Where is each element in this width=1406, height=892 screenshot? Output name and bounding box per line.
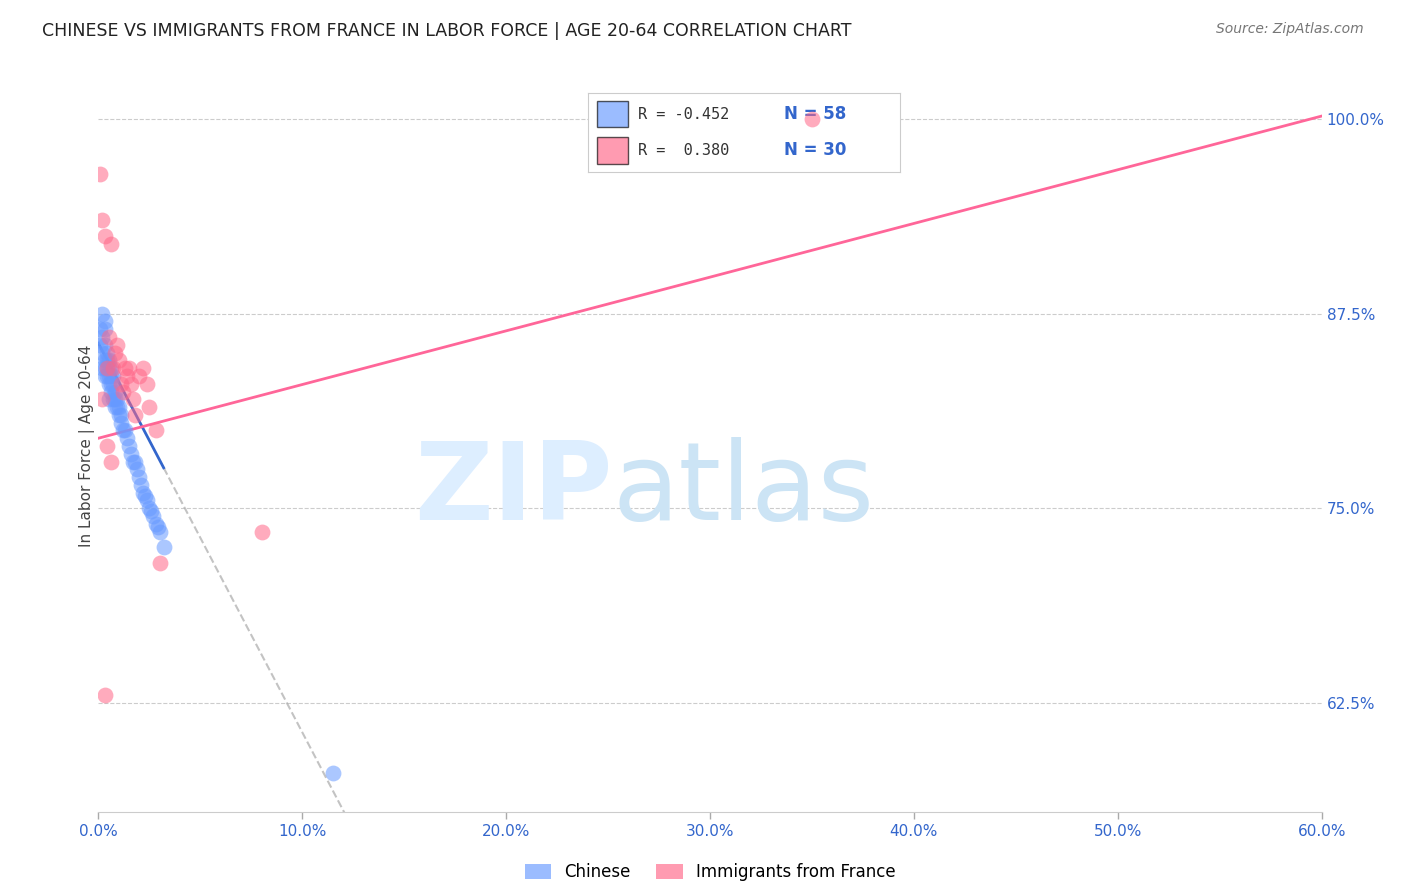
- Point: [97, 353, 120, 368]
- Point: [127, 462, 149, 476]
- Point: [93, 314, 115, 328]
- Point: [136, 376, 159, 391]
- Point: [801, 112, 824, 127]
- Point: [97, 368, 120, 383]
- Point: [114, 424, 136, 438]
- Y-axis label: In Labor Force | Age 20-64: In Labor Force | Age 20-64: [79, 345, 96, 547]
- Point: [110, 408, 132, 422]
- Point: [101, 392, 124, 407]
- Point: [128, 470, 150, 484]
- Point: [149, 556, 172, 570]
- Point: [91, 345, 114, 359]
- Point: [100, 384, 122, 399]
- Point: [110, 376, 132, 391]
- Point: [138, 400, 160, 414]
- Point: [134, 489, 156, 503]
- Point: [108, 353, 131, 368]
- Point: [146, 520, 169, 534]
- Point: [322, 765, 344, 780]
- Point: [101, 361, 124, 376]
- Point: [110, 416, 132, 430]
- Point: [89, 338, 111, 352]
- Point: [97, 361, 120, 376]
- Point: [142, 509, 165, 524]
- Point: [145, 516, 167, 531]
- Point: [96, 361, 118, 376]
- Point: [105, 392, 128, 407]
- Point: [97, 376, 120, 391]
- Point: [91, 392, 114, 407]
- Point: [96, 345, 118, 359]
- Point: [91, 330, 114, 344]
- Point: [118, 439, 141, 453]
- Point: [91, 307, 114, 321]
- Point: [120, 376, 142, 391]
- Point: [104, 345, 127, 359]
- Point: [114, 361, 136, 376]
- Text: CHINESE VS IMMIGRANTS FROM FRANCE IN LABOR FORCE | AGE 20-64 CORRELATION CHART: CHINESE VS IMMIGRANTS FROM FRANCE IN LAB…: [42, 22, 852, 40]
- Text: Source: ZipAtlas.com: Source: ZipAtlas.com: [1216, 22, 1364, 37]
- Point: [136, 493, 159, 508]
- Text: atlas: atlas: [612, 437, 875, 543]
- Point: [101, 368, 124, 383]
- Point: [100, 454, 122, 468]
- Point: [97, 330, 120, 344]
- Point: [128, 368, 150, 383]
- Point: [145, 424, 167, 438]
- Point: [149, 524, 172, 539]
- Point: [93, 361, 115, 376]
- Point: [93, 228, 115, 243]
- Point: [96, 439, 118, 453]
- Point: [115, 431, 138, 445]
- Legend: Chinese, Immigrants from France: Chinese, Immigrants from France: [517, 856, 903, 888]
- Point: [132, 485, 155, 500]
- Point: [108, 408, 131, 422]
- Point: [108, 400, 131, 414]
- Point: [100, 368, 122, 383]
- Point: [122, 454, 145, 468]
- Point: [89, 322, 111, 336]
- Point: [97, 392, 120, 407]
- Point: [152, 540, 174, 554]
- Point: [93, 322, 115, 336]
- Point: [105, 338, 128, 352]
- Point: [120, 447, 142, 461]
- Point: [104, 384, 127, 399]
- Point: [132, 361, 155, 376]
- Point: [100, 236, 122, 251]
- Point: [250, 524, 273, 539]
- Point: [96, 361, 118, 376]
- Point: [104, 400, 127, 414]
- Point: [93, 688, 115, 702]
- Point: [129, 478, 152, 492]
- Point: [111, 384, 134, 399]
- Point: [93, 353, 115, 368]
- Text: ZIP: ZIP: [413, 437, 612, 543]
- Point: [118, 361, 141, 376]
- Point: [111, 424, 134, 438]
- Point: [122, 392, 145, 407]
- Point: [124, 408, 146, 422]
- Point: [91, 361, 114, 376]
- Point: [93, 368, 115, 383]
- Point: [138, 501, 160, 516]
- Point: [141, 504, 163, 518]
- Point: [100, 376, 122, 391]
- Point: [93, 338, 115, 352]
- Point: [115, 368, 138, 383]
- Point: [124, 454, 146, 468]
- Point: [104, 392, 127, 407]
- Point: [105, 400, 128, 414]
- Point: [96, 368, 118, 383]
- Point: [100, 361, 122, 376]
- Point: [91, 213, 114, 227]
- Point: [89, 167, 111, 181]
- Point: [101, 376, 124, 391]
- Point: [96, 353, 118, 368]
